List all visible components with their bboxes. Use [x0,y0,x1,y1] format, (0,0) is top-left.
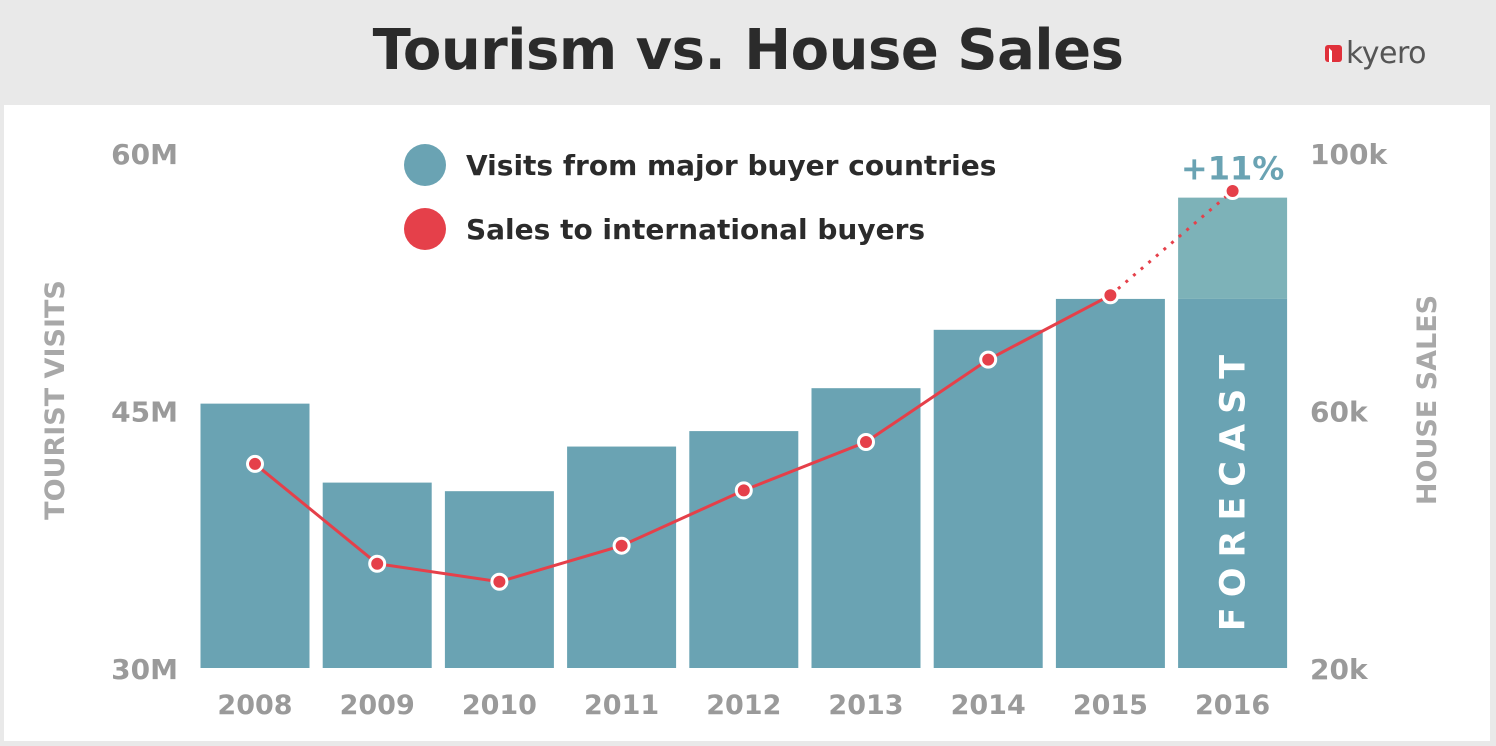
bar-2016 [1178,298,1288,668]
chart-title: Tourism vs. House Sales [372,18,1124,83]
y-left-tick-label: 30M [111,653,178,686]
sales-point-2014 [979,350,998,369]
y-right-tick-label: 60k [1310,396,1369,429]
legend-item-sales: Sales to international buyers [404,207,996,251]
x-tick-label-2014: 2014 [951,690,1026,721]
sales-point-2016 [1223,181,1242,200]
sales-point-2013 [857,433,875,452]
sales-line-forecast [1109,189,1234,297]
x-tick-label-2016: 2016 [1195,690,1270,721]
kyero-logo-icon [1324,45,1342,62]
y-right-tick-label: 20k [1310,653,1369,686]
x-tick-label-2010: 2010 [462,690,537,721]
chart-header: Tourism vs. House Sales kyero [0,0,1496,105]
bar-2013 [811,388,921,668]
x-tick-label-2013: 2013 [828,690,903,721]
x-tick-label-2015: 2015 [1073,690,1148,721]
sales-point-2011 [612,536,631,555]
bar-forecast-2016 [1178,197,1288,299]
legend-swatch-sales [404,208,446,250]
forecast-growth-label: +11% [1181,150,1284,188]
y-left-tick-label: 60M [111,138,178,171]
bar-2009 [322,482,432,668]
forecast-vertical-label: FORECAST [1214,345,1254,631]
x-tick-label-2012: 2012 [706,690,781,721]
sales-point-2008 [246,454,264,473]
sales-point-2010 [490,572,509,591]
logo-text: kyero [1345,36,1427,71]
sales-point-2009 [368,554,387,573]
bar-2008 [200,403,310,668]
legend-label-sales: Sales to international buyers [466,212,926,246]
bar-2012 [689,431,799,668]
chart-legend: Visits from major buyer countries Sales … [404,143,996,271]
y-left-axis-title: TOURIST VISITS [40,280,71,520]
sales-line [254,293,1112,584]
legend-item-visits: Visits from major buyer countries [404,143,996,187]
bar-2015 [1055,298,1165,668]
legend-label-visits: Visits from major buyer countries [466,148,997,182]
bar-2014 [933,329,1043,668]
brand-logo: kyero [1324,36,1427,71]
x-tick-label-2008: 2008 [217,690,292,721]
x-tick-label-2011: 2011 [584,690,659,721]
sales-point-2012 [734,481,753,500]
y-right-axis-title: HOUSE SALES [1412,295,1443,505]
legend-swatch-visits [404,144,446,186]
y-left-tick-label: 45M [111,396,178,429]
y-right-tick-label: 100k [1310,138,1388,171]
sales-point-2015 [1101,286,1120,305]
x-tick-label-2009: 2009 [340,690,415,721]
